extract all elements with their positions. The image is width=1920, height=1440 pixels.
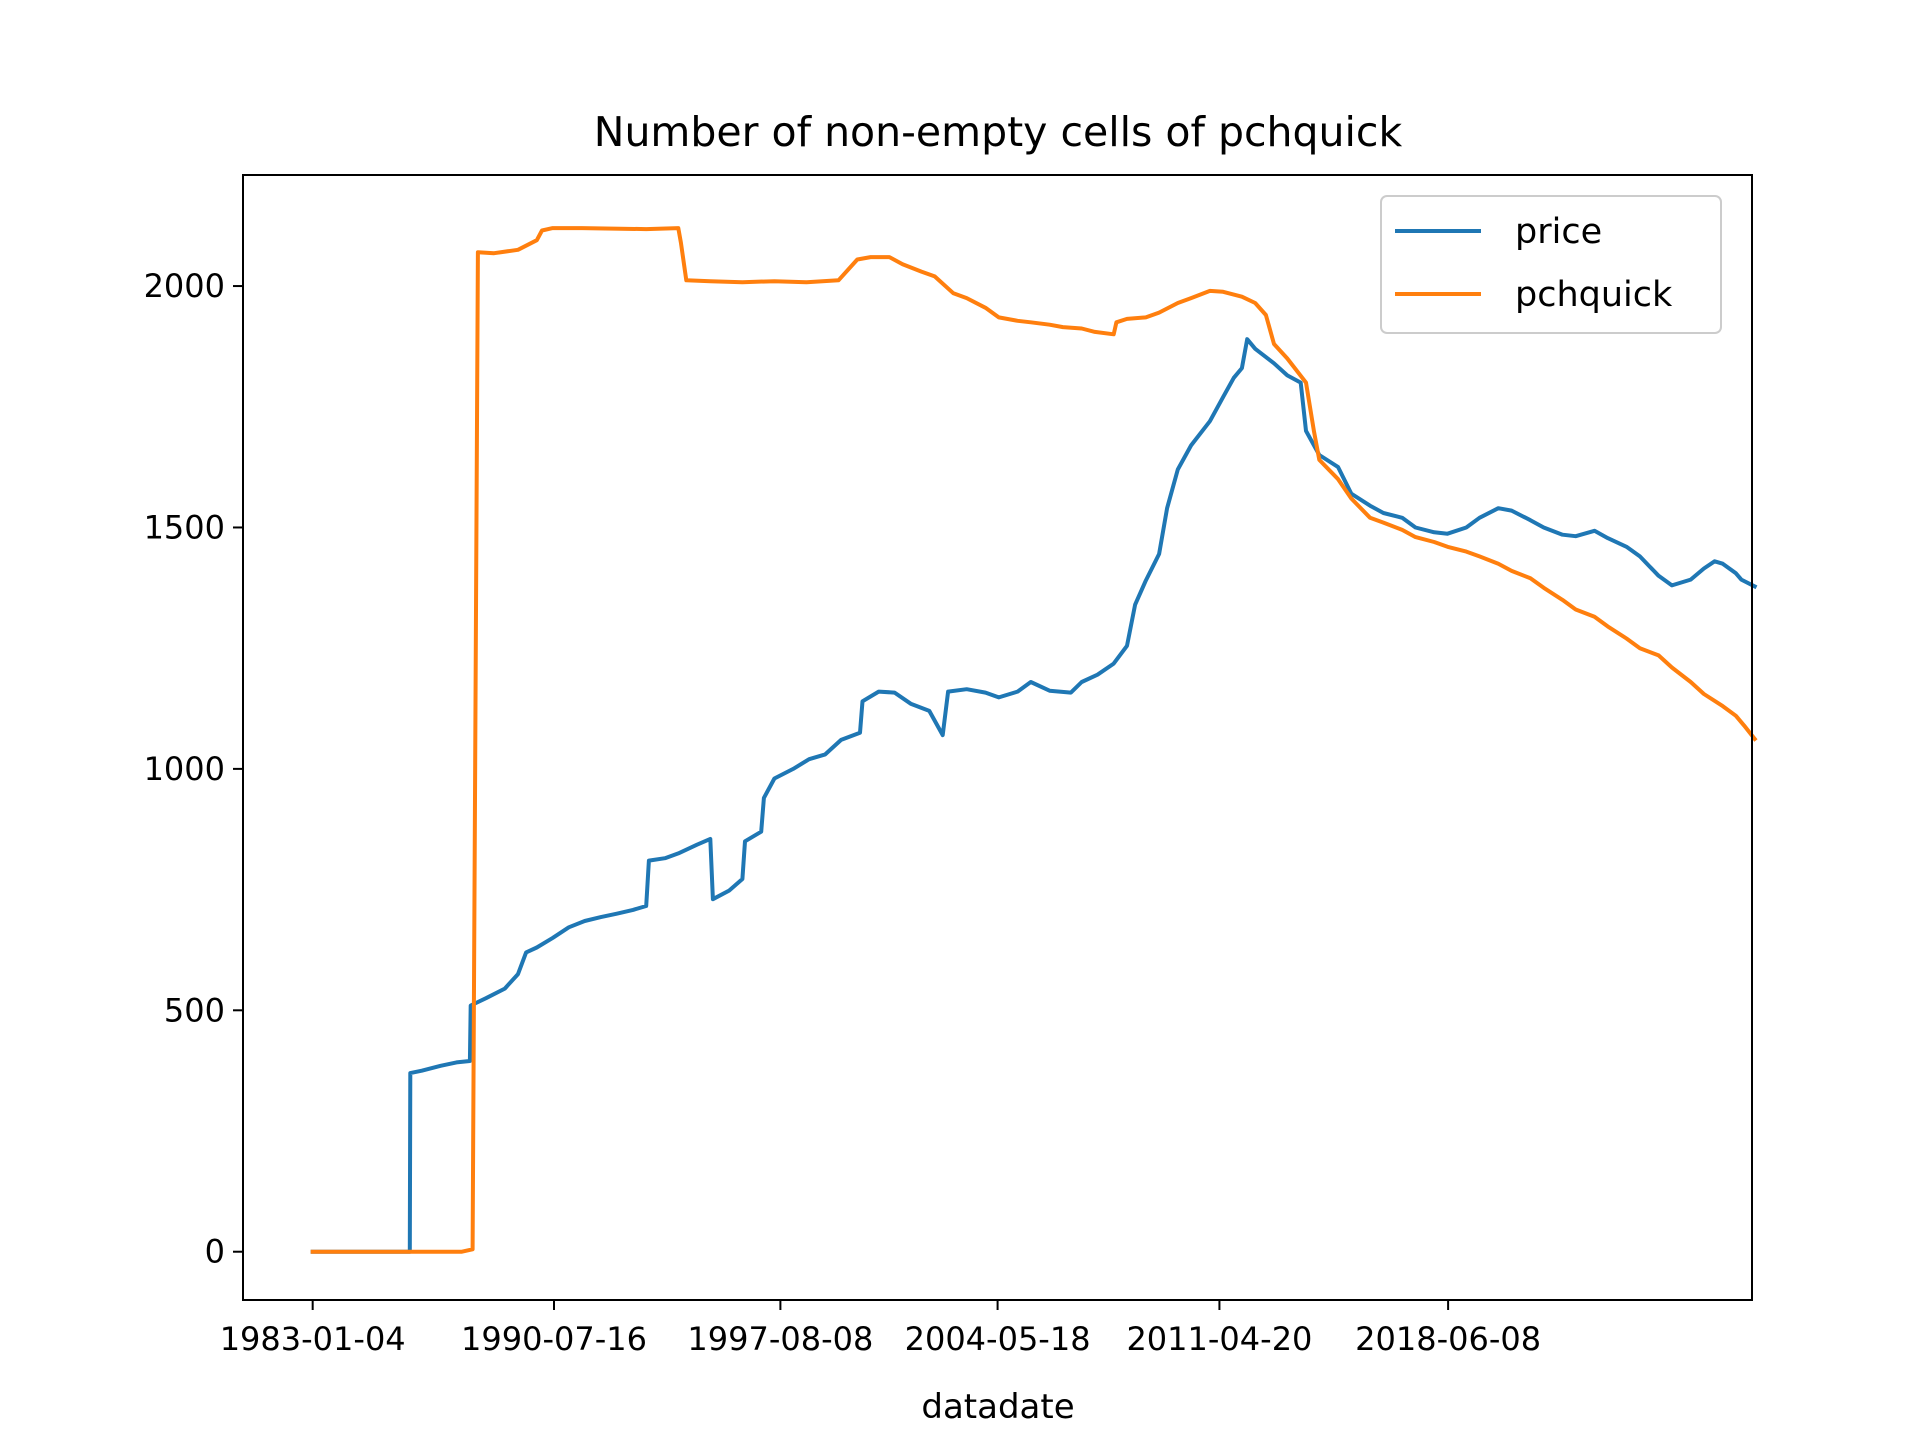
x-tick-label: 2018-06-08 <box>1355 1320 1541 1358</box>
y-tick-label: 0 <box>205 1233 225 1271</box>
y-tick-label: 1500 <box>144 508 225 546</box>
y-axis: 0 500 1000 1500 2000 <box>144 267 243 1271</box>
x-tick-label: 2011-04-20 <box>1126 1320 1312 1358</box>
x-tick-label: 1983-01-04 <box>220 1320 406 1358</box>
y-tick-label: 1000 <box>144 750 225 788</box>
y-tick-label: 2000 <box>144 267 225 305</box>
x-tick-label: 1990-07-16 <box>461 1320 647 1358</box>
y-tick-label: 500 <box>164 991 225 1029</box>
legend-label-pchquick: pchquick <box>1515 275 1673 315</box>
series-line-pchquick <box>310 226 1758 1254</box>
chart-title: Number of non-empty cells of pchquick <box>594 108 1403 156</box>
x-axis-title: datadate <box>921 1387 1074 1427</box>
x-axis: 1983-01-04 1990-07-16 1997-08-08 2004-05-18… <box>220 1300 1541 1358</box>
legend: price pchquick <box>1380 195 1722 334</box>
series-line-price <box>310 337 1758 1254</box>
x-tick-label: 2004-05-18 <box>905 1320 1091 1358</box>
x-tick-label: 1997-08-08 <box>687 1320 873 1358</box>
legend-label-price: price <box>1515 212 1602 252</box>
